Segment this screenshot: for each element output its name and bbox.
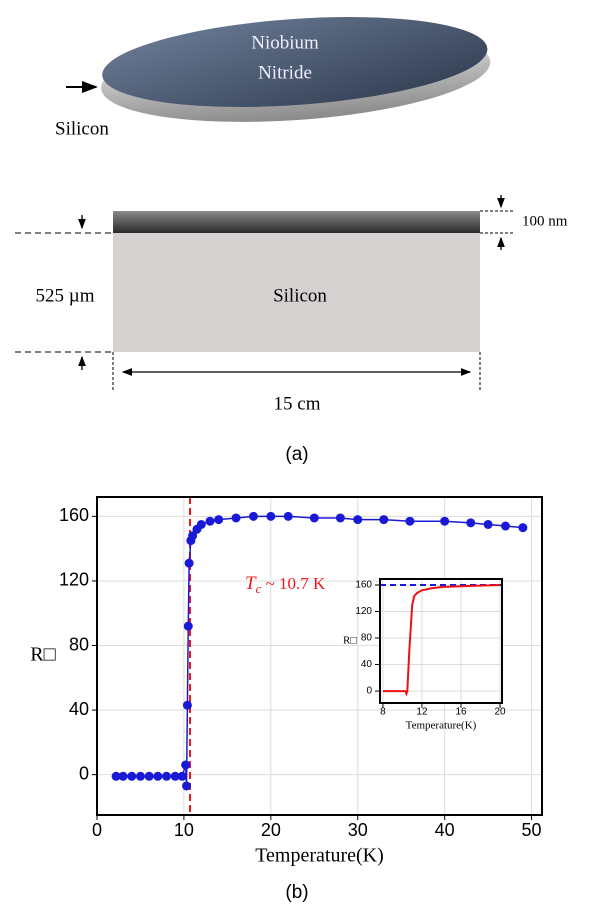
x-tick-label: 50	[522, 820, 542, 840]
point	[249, 512, 258, 521]
y-tick-label: 120	[59, 570, 89, 590]
annotation-text: ~ 10.7 K	[261, 574, 326, 593]
point	[232, 513, 241, 522]
label: 15 cm	[274, 393, 321, 414]
figure: Niobium Nitride Silicon Silicon 525 µm 1…	[0, 0, 595, 915]
point	[178, 772, 187, 781]
page: Niobium Nitride Silicon Silicon 525 µm 1…	[0, 0, 595, 915]
point	[185, 559, 194, 568]
point	[182, 781, 191, 790]
y-tick-label: 160	[59, 505, 89, 525]
point	[145, 772, 154, 781]
point	[501, 522, 510, 531]
point	[214, 515, 223, 524]
y-tick-label: 40	[69, 699, 89, 719]
point	[336, 513, 345, 522]
disk-label: Nitride	[258, 62, 312, 83]
point	[119, 772, 128, 781]
x-tick-label: 30	[348, 820, 368, 840]
x-tick-label: 20	[261, 820, 281, 840]
y-tick-label: 80	[69, 634, 89, 654]
point	[197, 520, 206, 529]
y-tick-label: 160	[355, 580, 372, 591]
point	[405, 517, 414, 526]
point	[162, 772, 171, 781]
point	[184, 622, 193, 631]
y-tick-label: 80	[361, 633, 373, 644]
point	[440, 517, 449, 526]
x-tick-label: 0	[92, 820, 102, 840]
caption: (b)	[285, 882, 308, 903]
y-tick-label: 0	[79, 763, 89, 783]
label: Silicon	[55, 118, 109, 139]
label: 525 µm	[36, 285, 95, 306]
x-tick-label: 40	[435, 820, 455, 840]
x-axis-label: Temperature(K)	[255, 845, 384, 867]
y-axis-label: R□	[343, 635, 357, 647]
x-tick-label: 12	[416, 707, 428, 718]
point	[484, 520, 493, 529]
point	[205, 517, 214, 526]
disk-label: Niobium	[251, 32, 319, 53]
point	[284, 512, 293, 521]
point	[181, 760, 190, 769]
y-tick-label: 40	[361, 659, 373, 670]
point	[353, 515, 362, 524]
y-axis-label: R□	[30, 644, 55, 666]
plot-area	[380, 579, 502, 703]
x-tick-label: 8	[380, 707, 386, 718]
point	[518, 523, 527, 532]
point	[379, 515, 388, 524]
x-tick-label: 20	[494, 707, 506, 718]
film	[113, 211, 480, 233]
y-tick-label: 120	[355, 606, 372, 617]
caption: (a)	[285, 444, 308, 465]
point	[183, 701, 192, 710]
point	[153, 772, 162, 781]
point	[136, 772, 145, 781]
point	[127, 772, 136, 781]
point	[266, 512, 275, 521]
y-tick-label: 0	[366, 686, 372, 697]
x-tick-label: 16	[455, 707, 467, 718]
point	[310, 513, 319, 522]
label: 100 nm	[522, 213, 568, 229]
point	[466, 518, 475, 527]
x-axis-label: Temperature(K)	[406, 720, 477, 732]
label: Silicon	[273, 285, 327, 306]
x-tick-label: 10	[174, 820, 194, 840]
